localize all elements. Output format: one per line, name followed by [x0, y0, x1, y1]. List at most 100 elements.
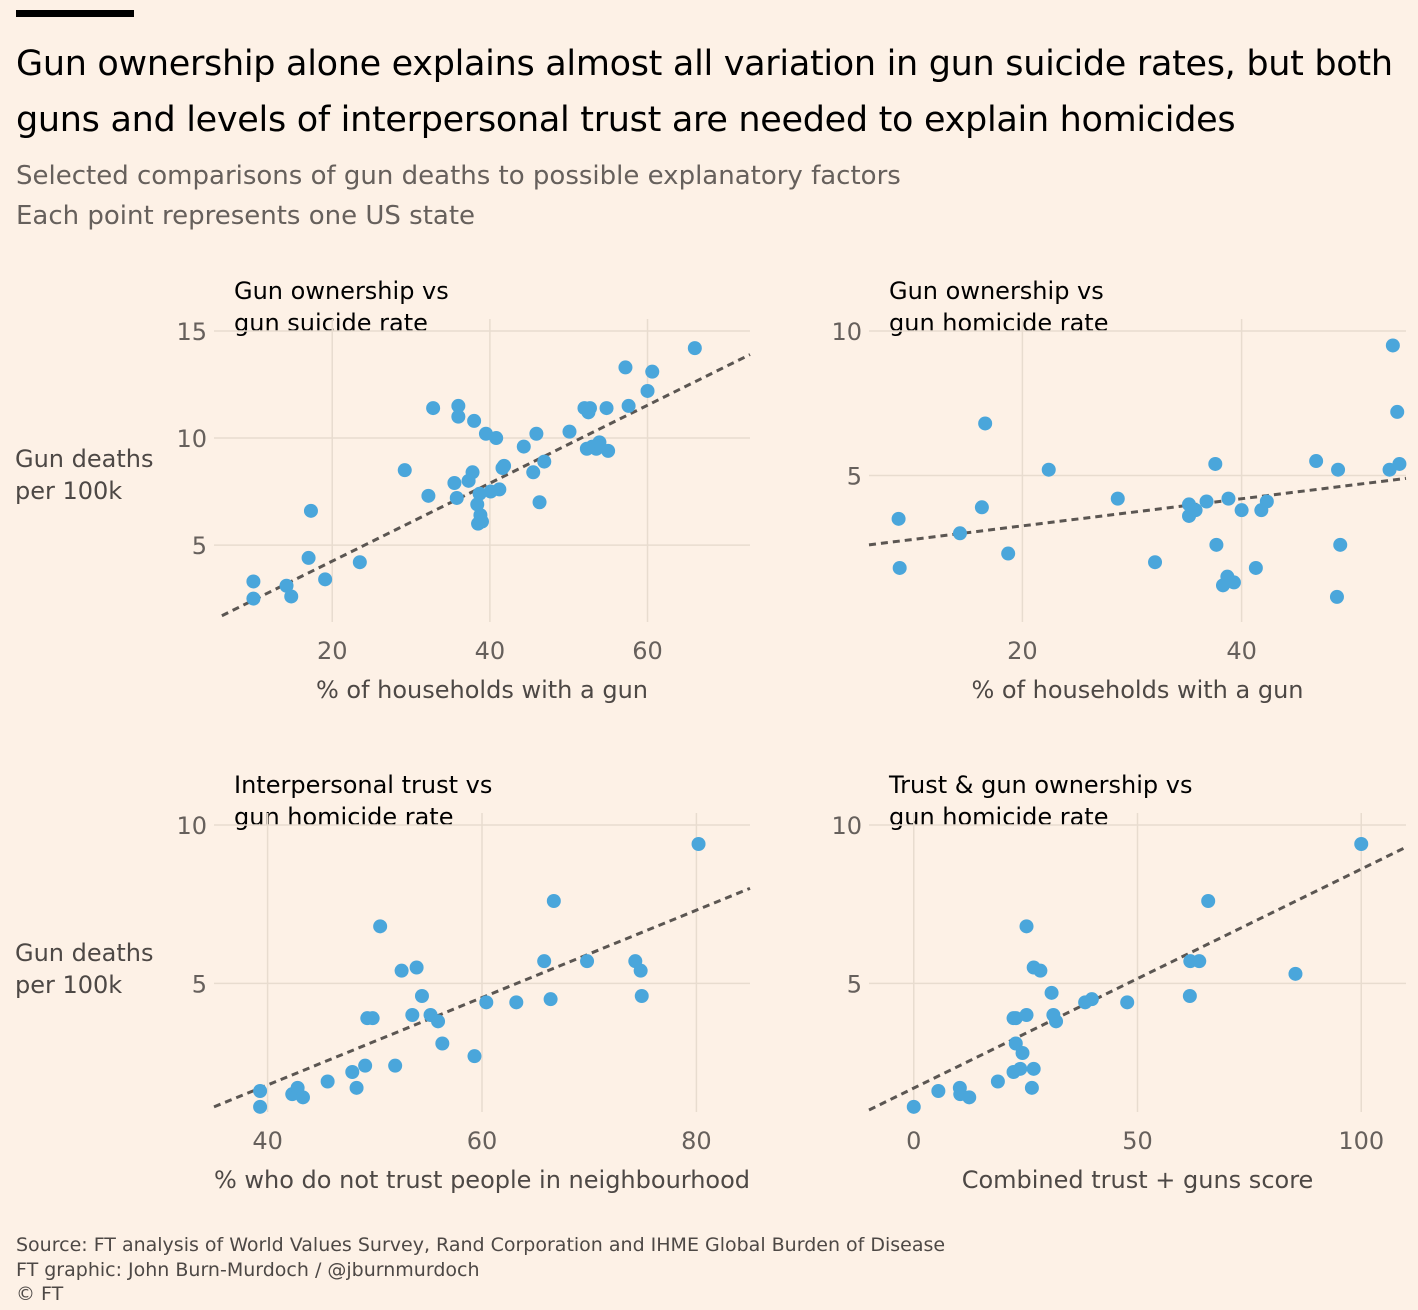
- y-axis-label: per 100k: [15, 477, 122, 505]
- data-point: [1226, 575, 1241, 590]
- y-tick-label: 5: [192, 970, 207, 998]
- x-tick-label: 20: [1007, 637, 1038, 665]
- data-point: [394, 963, 409, 978]
- data-point: [449, 490, 464, 505]
- data-point: [990, 1074, 1005, 1089]
- data-point: [1192, 954, 1207, 969]
- data-point: [497, 458, 512, 473]
- data-point: [253, 1099, 268, 1114]
- chart-title: gun homicide rate: [889, 309, 1108, 337]
- data-point: [1008, 1011, 1023, 1026]
- data-point: [546, 894, 561, 908]
- credit-note: FT graphic: John Burn-Murdoch / @jburnmu…: [16, 1258, 480, 1281]
- data-point: [618, 360, 633, 375]
- data-point: [687, 341, 702, 356]
- subtitle-line: Each point represents one US state: [16, 201, 476, 231]
- x-tick-label: 60: [632, 637, 663, 665]
- data-point: [373, 919, 388, 934]
- y-tick-label: 15: [176, 318, 207, 346]
- data-point: [1331, 462, 1346, 477]
- data-point: [1001, 546, 1016, 561]
- x-tick-label: 80: [681, 1127, 712, 1155]
- y-tick-label: 5: [847, 463, 862, 491]
- data-point: [492, 482, 507, 497]
- chart-panel-1: Gun ownership vs gun suicide rate 5 10 15 20 4…: [15, 277, 751, 704]
- data-point: [1288, 966, 1303, 981]
- chart-panel-4: Trust & gun ownership vs gun homicide rat…: [831, 771, 1407, 1194]
- trend-line: [868, 476, 1407, 547]
- data-point: [397, 463, 412, 478]
- chart-panel-2: Gun ownership vs gun homicide rate 5 10 20 40…: [831, 277, 1407, 704]
- data-point: [451, 398, 466, 413]
- data-point: [1120, 995, 1135, 1010]
- data-point: [1024, 1080, 1039, 1095]
- data-point: [409, 960, 424, 975]
- data-point: [543, 992, 558, 1007]
- data-point: [892, 560, 907, 575]
- data-point: [365, 1011, 380, 1026]
- x-tick-label: 40: [1226, 637, 1257, 665]
- subtitle-line: Selected comparisons of gun deaths to po…: [16, 161, 901, 191]
- data-point: [1110, 491, 1125, 506]
- y-axis-label: per 100k: [15, 971, 122, 999]
- data-point: [405, 1008, 420, 1022]
- data-point: [1390, 404, 1405, 419]
- footer: Source: FT analysis of World Values Surv…: [16, 1233, 945, 1307]
- x-axis-label: % who do not trust people in neighbourho…: [214, 1166, 750, 1194]
- data-point: [465, 465, 480, 480]
- data-point: [435, 1036, 450, 1051]
- data-point: [537, 454, 552, 469]
- data-point: [1309, 454, 1324, 469]
- data-point: [537, 954, 552, 969]
- chart-title: Interpersonal trust vs: [234, 771, 492, 799]
- data-point: [1013, 1061, 1028, 1076]
- chart-title: Trust & gun ownership vs: [888, 771, 1193, 799]
- x-tick-label: 50: [1122, 1127, 1153, 1155]
- data-point: [253, 1084, 268, 1098]
- data-point: [284, 589, 299, 604]
- data-point: [1354, 837, 1369, 851]
- y-tick-label: 10: [176, 425, 207, 453]
- data-point: [1049, 1014, 1064, 1029]
- data-point: [246, 591, 261, 606]
- small-multiples-charts: Gun ownership vs gun suicide rate 5 10 15 20 4…: [15, 277, 1407, 1194]
- data-point: [1208, 456, 1223, 471]
- data-point: [691, 837, 706, 851]
- data-point: [1259, 494, 1274, 509]
- data-point: [1026, 1061, 1041, 1076]
- y-tick-label: 10: [831, 318, 862, 346]
- data-point: [352, 555, 367, 570]
- x-tick-label: 100: [1338, 1127, 1384, 1155]
- data-point: [509, 995, 524, 1010]
- data-point: [467, 1049, 482, 1064]
- data-point: [1084, 992, 1099, 1007]
- x-axis-label: Combined trust + guns score: [962, 1166, 1314, 1194]
- page-title: Gun ownership alone explains almost all …: [16, 44, 1393, 140]
- data-point: [580, 954, 595, 969]
- data-point: [320, 1074, 335, 1089]
- data-point: [349, 1080, 364, 1095]
- data-point: [562, 424, 577, 439]
- trend-line: [221, 353, 751, 618]
- data-point: [472, 486, 487, 501]
- data-point: [1199, 494, 1214, 509]
- data-point: [526, 465, 541, 480]
- data-point: [1209, 537, 1224, 552]
- data-point: [891, 511, 906, 526]
- y-tick-label: 10: [831, 812, 862, 840]
- data-point: [467, 413, 482, 428]
- data-point: [1148, 555, 1163, 570]
- data-point: [1333, 537, 1348, 552]
- data-point: [592, 435, 607, 450]
- title-accent-bar: [16, 10, 134, 17]
- data-point: [301, 550, 316, 565]
- x-tick-label: 60: [467, 1127, 498, 1155]
- data-point: [1015, 1046, 1030, 1060]
- x-tick-label: 20: [317, 637, 348, 665]
- data-point: [633, 963, 648, 978]
- data-point: [1248, 560, 1263, 575]
- source-note: Source: FT analysis of World Values Surv…: [16, 1234, 946, 1256]
- data-point: [906, 1099, 921, 1114]
- trend-line: [868, 845, 1407, 1112]
- data-point: [303, 503, 318, 518]
